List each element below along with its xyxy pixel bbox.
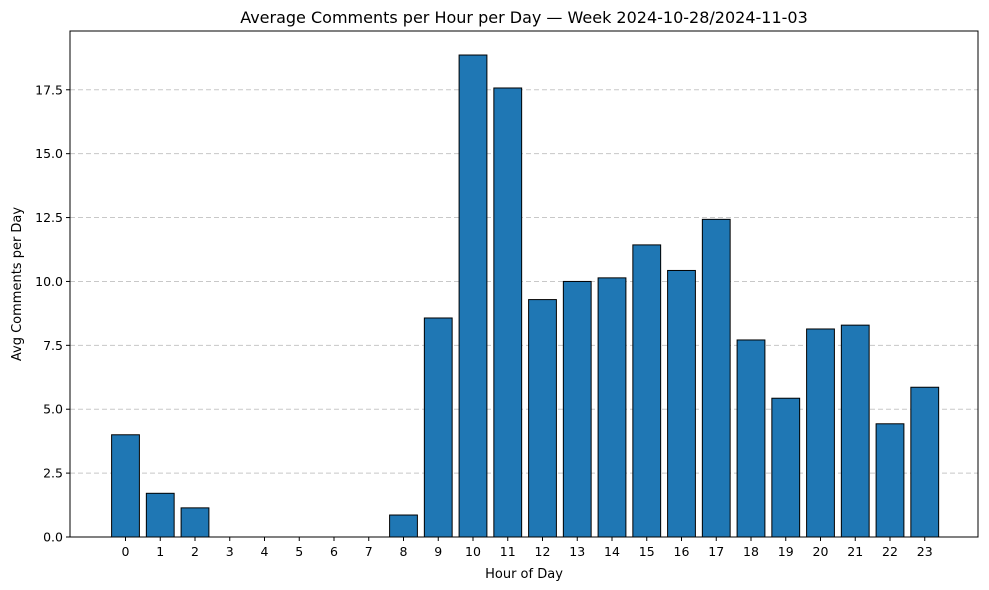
bar-hour-19 <box>771 397 801 538</box>
x-tick-label: 13 <box>569 544 585 559</box>
bar-hour-0 <box>111 434 140 538</box>
x-tick-label: 6 <box>330 544 338 559</box>
bar-hour-11 <box>493 87 523 538</box>
y-tick-label: 15.0 <box>35 146 63 161</box>
bars <box>111 54 940 538</box>
y-tick-label: 17.5 <box>35 82 63 97</box>
x-tick-label: 19 <box>778 544 794 559</box>
x-tick-label: 17 <box>708 544 724 559</box>
y-axis-title: Avg Comments per Day <box>10 207 25 362</box>
x-tick-label: 14 <box>604 544 620 559</box>
y-tick-label: 7.5 <box>43 338 63 353</box>
bar-hour-21 <box>840 324 870 538</box>
x-tick-label: 7 <box>365 544 373 559</box>
bar-hour-2 <box>180 507 210 538</box>
x-tick-label: 1 <box>156 544 164 559</box>
y-tick-label: 10.0 <box>35 274 63 289</box>
chart-title: Average Comments per Hour per Day — Week… <box>240 8 808 27</box>
bar-hour-17 <box>701 218 731 538</box>
bar-hour-20 <box>806 328 835 538</box>
x-tick-label: 21 <box>847 544 863 559</box>
bar-hour-10 <box>458 54 488 538</box>
x-axis-title: Hour of Day <box>485 567 563 582</box>
x-tick-label: 16 <box>674 544 690 559</box>
x-tick-label: 0 <box>122 544 130 559</box>
bar-hour-8 <box>389 514 418 538</box>
y-tick-label: 5.0 <box>43 402 63 417</box>
bar-hour-15 <box>632 244 662 538</box>
x-tick-label: 12 <box>535 544 551 559</box>
bar-hour-13 <box>562 280 592 538</box>
axes: 0.02.55.07.510.012.515.017.50 1 2 3 4 5 6 7 8 9 10… <box>35 82 933 559</box>
bar-hour-23 <box>910 386 940 538</box>
x-tick-label: 15 <box>639 544 655 559</box>
bar-hour-16 <box>667 269 696 538</box>
x-tick-label: 22 <box>882 544 898 559</box>
x-tick-label: 5 <box>295 544 303 559</box>
bar-hour-18 <box>736 339 766 538</box>
x-tick-label: 3 <box>226 544 234 559</box>
y-tick-label: 0.0 <box>43 530 63 545</box>
x-tick-label: 11 <box>500 544 516 559</box>
x-tick-label: 10 <box>465 544 481 559</box>
x-tick-label: 23 <box>917 544 933 559</box>
x-tick-label: 8 <box>400 544 408 559</box>
bar-hour-14 <box>597 277 627 538</box>
y-tick-label: 12.5 <box>35 210 63 225</box>
bar-hour-12 <box>528 299 557 538</box>
x-tick-label: 4 <box>261 544 269 559</box>
bar-hour-1 <box>145 492 175 538</box>
x-tick-label: 20 <box>813 544 829 559</box>
plot-frame <box>69 30 979 538</box>
bar-hour-9 <box>423 317 453 538</box>
y-tick-label: 2.5 <box>43 466 63 481</box>
bar-hour-22 <box>875 423 905 538</box>
x-tick-label: 9 <box>434 544 442 559</box>
x-tick-label: 2 <box>191 544 199 559</box>
x-tick-label: 18 <box>743 544 759 559</box>
